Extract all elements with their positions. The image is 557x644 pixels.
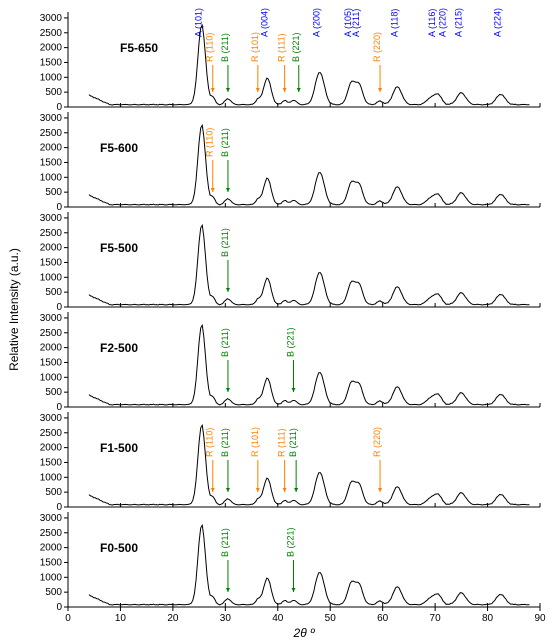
x-tick-label: 90 [534, 613, 546, 624]
y-tick-label: 3000 [40, 213, 63, 224]
peak-label: R (111) [277, 33, 287, 62]
y-tick-label: 500 [45, 87, 62, 98]
y-tick-label: 3000 [40, 513, 63, 524]
peak-label: A (004) [259, 8, 269, 37]
y-tick-label: 500 [45, 487, 62, 498]
y-tick-label: 2000 [40, 43, 63, 54]
y-tick-label: 1500 [40, 357, 63, 368]
y-tick-label: 2000 [40, 443, 63, 454]
y-tick-label: 2500 [40, 428, 63, 439]
peak-label: R (220) [372, 427, 382, 457]
panel-label: F5-500 [100, 241, 138, 255]
y-tick-label: 0 [56, 402, 62, 413]
peak-label: R (111) [277, 428, 287, 457]
panel-label: F1-500 [100, 441, 138, 455]
y-tick-label: 1500 [40, 557, 63, 568]
peak-label: A (116) [427, 9, 437, 37]
peak-label: R (110) [205, 428, 215, 457]
x-tick-label: 0 [65, 613, 71, 624]
y-tick-label: 3000 [40, 13, 63, 24]
y-tick-label: 500 [45, 187, 62, 198]
x-tick-label: 30 [220, 613, 232, 624]
panel-label: F0-500 [100, 541, 138, 555]
x-tick-label: 20 [167, 613, 179, 624]
peak-label: A (211) [351, 9, 361, 37]
peak-label: B (211) [220, 228, 230, 257]
x-tick-label: 70 [430, 613, 442, 624]
peak-label: R (110) [205, 128, 215, 157]
peak-label: B (221) [286, 327, 296, 357]
y-tick-label: 3000 [40, 313, 63, 324]
y-tick-label: 1500 [40, 457, 63, 468]
x-tick-label: 50 [325, 613, 337, 624]
y-tick-label: 0 [56, 502, 62, 513]
peak-label: R (110) [205, 33, 215, 62]
chart-container: 050010001500200025003000F5-650A (101)R (… [0, 0, 557, 644]
x-tick-label: 10 [115, 613, 127, 624]
panel-label: F2-500 [100, 341, 138, 355]
x-tick-label: 60 [377, 613, 389, 624]
peak-label: B (211) [288, 428, 298, 457]
y-tick-label: 500 [45, 387, 62, 398]
y-tick-label: 2500 [40, 228, 63, 239]
peak-label: B (211) [220, 128, 230, 157]
peak-label: B (211) [220, 33, 230, 62]
peak-label: A (200) [312, 8, 322, 37]
y-tick-label: 1000 [40, 272, 63, 283]
y-tick-label: 1000 [40, 72, 63, 83]
peak-label: B (211) [220, 428, 230, 457]
y-tick-label: 0 [56, 102, 62, 113]
y-tick-label: 1000 [40, 172, 63, 183]
peak-label: A (224) [493, 8, 503, 37]
y-tick-label: 0 [56, 302, 62, 313]
y-tick-label: 0 [56, 602, 62, 613]
y-axis-label: Relative Intensity (a.u.) [7, 248, 21, 371]
y-tick-label: 2500 [40, 128, 63, 139]
peak-label: R (220) [372, 32, 382, 62]
y-tick-label: 2000 [40, 143, 63, 154]
y-tick-label: 2500 [40, 528, 63, 539]
y-tick-label: 1000 [40, 472, 63, 483]
y-tick-label: 1500 [40, 57, 63, 68]
peak-label: A (215) [453, 8, 463, 37]
y-tick-label: 3000 [40, 413, 63, 424]
panel-label: F5-600 [100, 141, 138, 155]
y-tick-label: 1000 [40, 572, 63, 583]
x-axis-label: 2θ º [293, 626, 316, 640]
y-tick-label: 1500 [40, 157, 63, 168]
peak-label: R (101) [250, 427, 260, 457]
peak-label: B (211) [220, 328, 230, 357]
y-tick-label: 2000 [40, 343, 63, 354]
peak-label: A (220) [438, 8, 448, 37]
x-tick-label: 40 [272, 613, 284, 624]
chart-svg: 050010001500200025003000F5-650A (101)R (… [0, 0, 557, 644]
peak-label: B (221) [291, 32, 301, 62]
y-tick-label: 2000 [40, 543, 63, 554]
x-tick-label: 80 [482, 613, 494, 624]
y-tick-label: 2500 [40, 28, 63, 39]
y-tick-label: 1500 [40, 257, 63, 268]
peak-label: B (221) [286, 527, 296, 557]
y-tick-label: 500 [45, 287, 62, 298]
peak-label: B (211) [220, 528, 230, 557]
y-tick-label: 3000 [40, 113, 63, 124]
y-tick-label: 500 [45, 587, 62, 598]
y-tick-label: 2500 [40, 328, 63, 339]
peak-label: A (101) [194, 8, 204, 37]
y-tick-label: 1000 [40, 372, 63, 383]
panel-label: F5-650 [120, 41, 158, 55]
y-tick-label: 2000 [40, 243, 63, 254]
peak-label: A (118) [389, 9, 399, 37]
y-tick-label: 0 [56, 202, 62, 213]
